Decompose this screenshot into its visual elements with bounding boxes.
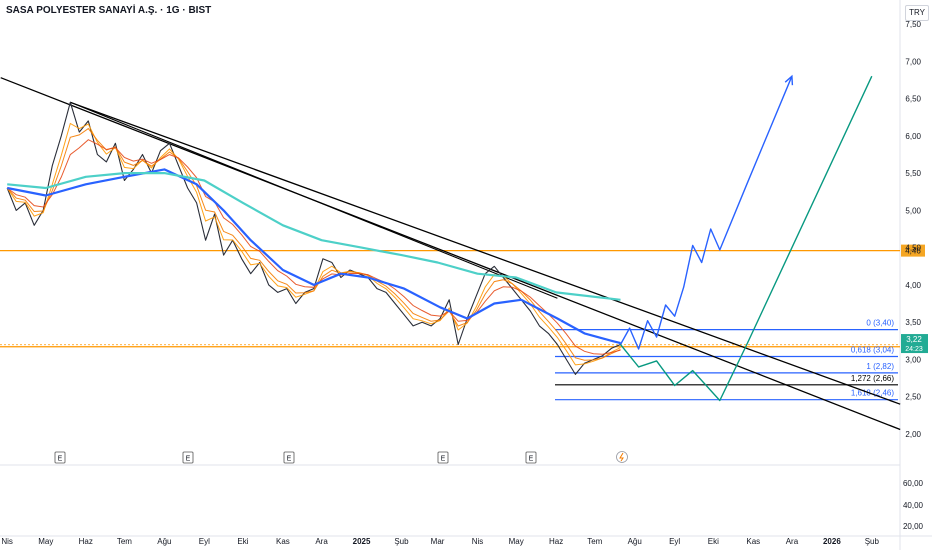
earnings-marker bbox=[182, 451, 194, 464]
x-tick-label: Haz bbox=[79, 537, 93, 546]
fib-label: 0 (3,40) bbox=[866, 319, 894, 328]
orange-level-label: 4,46 bbox=[905, 247, 921, 256]
ma-teal-line bbox=[7, 172, 621, 301]
projection-blue-line bbox=[619, 75, 793, 350]
lightning-icon bbox=[619, 452, 624, 462]
x-tick-label: May bbox=[38, 537, 53, 546]
x-tick-label: Eyl bbox=[199, 537, 210, 546]
x-tick-label: Tem bbox=[117, 537, 132, 546]
x-tick-label: Ağu bbox=[157, 537, 171, 546]
earnings-marker bbox=[525, 451, 537, 464]
y-tick-label: 6,50 bbox=[905, 95, 921, 104]
y-tick-label: 2,50 bbox=[905, 393, 921, 402]
x-tick-label: Kas bbox=[746, 537, 760, 546]
x-tick-label: Şub bbox=[865, 537, 880, 546]
upcoming-event-icon bbox=[616, 451, 628, 463]
y-tick-label: 4,50 bbox=[905, 244, 921, 253]
chart-title: SASA POLYESTER SANAYİ A.Ş. · 1G · BIST bbox=[6, 5, 212, 16]
x-tick-label: Mar bbox=[431, 537, 445, 546]
earnings-marker bbox=[283, 451, 295, 464]
x-tick-label: Haz bbox=[549, 537, 563, 546]
trendline-2-line bbox=[70, 101, 901, 405]
x-tick-label: Ara bbox=[786, 537, 799, 546]
x-tick-label: Eki bbox=[708, 537, 719, 546]
last-price-value: 3,22 bbox=[906, 335, 922, 344]
trendline-1-line bbox=[0, 77, 901, 431]
y-tick-label: 6,00 bbox=[905, 132, 921, 141]
earnings-marker-label: E bbox=[529, 456, 534, 463]
x-tick-label: Ağu bbox=[628, 537, 642, 546]
ema-fast-2-line bbox=[6, 127, 621, 361]
trendline-3-line bbox=[70, 101, 558, 299]
x-tick-label: Eyl bbox=[669, 537, 680, 546]
ma-blue-line bbox=[6, 168, 621, 345]
last-price-badge bbox=[901, 334, 928, 354]
y-tick-label: 5,00 bbox=[905, 206, 921, 215]
x-tick-label: Şub bbox=[394, 537, 409, 546]
currency-badge[interactable]: TRY bbox=[905, 5, 929, 21]
x-tick-label: Nis bbox=[472, 537, 484, 546]
earnings-marker-label: E bbox=[186, 456, 191, 463]
y-tick-label: 2,00 bbox=[905, 430, 921, 439]
x-tick-label: Eki bbox=[237, 537, 248, 546]
projection-arrowhead bbox=[784, 74, 794, 86]
x-tick-label: 2026 bbox=[823, 537, 841, 546]
price-line bbox=[6, 101, 621, 375]
earnings-marker-label: E bbox=[441, 456, 446, 463]
x-tick-label: Nis bbox=[1, 537, 13, 546]
x-tick-label: May bbox=[509, 537, 524, 546]
fib-label: 1,272 (2,66) bbox=[851, 374, 894, 383]
price-badges: 3,22 24:23 bbox=[901, 334, 928, 354]
ema-fast-3-line bbox=[6, 139, 621, 355]
y-tick-label: 7,00 bbox=[905, 57, 921, 66]
orange-level-badge bbox=[901, 244, 925, 257]
fib-label: 1 (2,82) bbox=[866, 362, 894, 371]
earnings-marker-label: E bbox=[287, 456, 292, 463]
y-tick-label: 3,00 bbox=[905, 355, 921, 364]
x-tick-label: Kas bbox=[276, 537, 290, 546]
volume-axis: 60,00 40,00 20,00 bbox=[903, 479, 924, 531]
trendlines bbox=[0, 77, 901, 431]
y-tick-label: 4,00 bbox=[905, 281, 921, 290]
ema-fast-1-line bbox=[6, 122, 621, 366]
volume-tick-label: 60,00 bbox=[903, 479, 924, 488]
y-tick-label: 7,50 bbox=[905, 20, 921, 29]
series-lines bbox=[6, 74, 873, 402]
projection-teal-line bbox=[619, 75, 873, 402]
earnings-marker bbox=[54, 451, 66, 464]
fib-label: 0,618 (3,04) bbox=[851, 345, 894, 354]
earnings-marker-label: E bbox=[58, 456, 63, 463]
volume-tick-label: 20,00 bbox=[903, 522, 924, 531]
bar-countdown: 24:23 bbox=[905, 346, 923, 353]
x-tick-label: 2025 bbox=[353, 537, 371, 546]
earnings-marker bbox=[437, 451, 449, 464]
x-tick-label: Tem bbox=[587, 537, 602, 546]
volume-tick-label: 40,00 bbox=[903, 501, 924, 510]
fib-label: 1,618 (2,46) bbox=[851, 389, 894, 398]
y-tick-label: 5,50 bbox=[905, 169, 921, 178]
price-axis: 7,50 7,00 6,50 6,00 5,50 5,00 4,50 4,00 3,50 3,00… bbox=[905, 20, 921, 439]
fibonacci-levels: 0 (3,40) 0,618 (3,04) 1 (2,82) 1,272 (2,66)… bbox=[555, 319, 898, 401]
x-tick-label: Ara bbox=[315, 537, 328, 546]
time-axis: Nis May Haz Tem Ağu Eyl Eki Kas Ara 2025 Şub Mar Nis… bbox=[1, 537, 879, 546]
y-tick-label: 3,50 bbox=[905, 318, 921, 327]
